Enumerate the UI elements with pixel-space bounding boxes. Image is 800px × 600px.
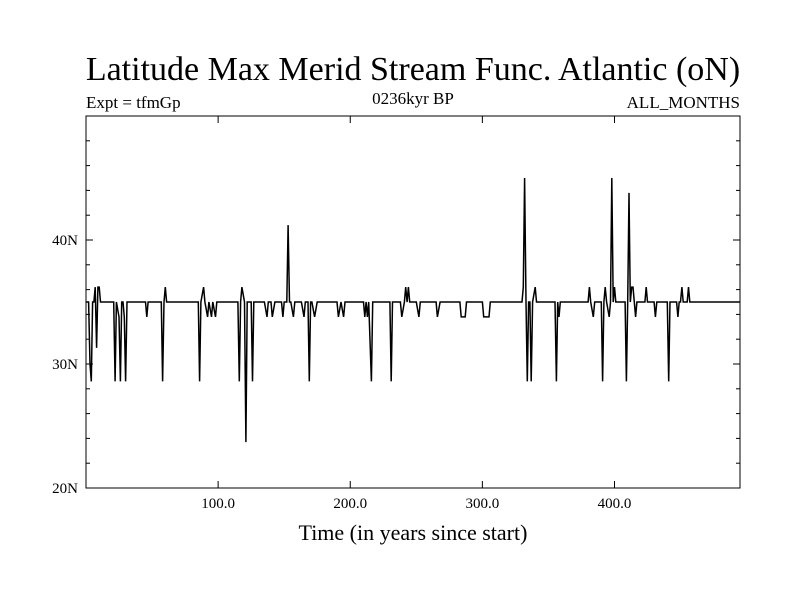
x-axis: 100.0 200.0 300.0 400.0	[201, 116, 631, 512]
left-string: Expt = tfmGp	[86, 93, 181, 112]
right-string: ALL_MONTHS	[627, 93, 740, 112]
y-tick-label: 30N	[52, 357, 78, 373]
y-tick-label: 40N	[52, 233, 78, 249]
center-string: 0236kyr BP	[372, 89, 454, 108]
series-line	[86, 177, 740, 443]
chart-title: Latitude Max Merid Stream Func. Atlantic…	[86, 51, 740, 88]
y-axis: 20N 30N 40N	[52, 115, 740, 497]
x-tick-label: 100.0	[201, 496, 235, 512]
x-tick-label: 300.0	[465, 496, 499, 512]
plot-area: 100.0 200.0 300.0 400.0 20N 30N 40N	[52, 115, 741, 512]
x-axis-label: Time (in years since start)	[299, 520, 528, 545]
y-tick-label: 20N	[52, 481, 78, 497]
x-tick-label: 400.0	[598, 496, 632, 512]
x-tick-label: 200.0	[333, 496, 367, 512]
